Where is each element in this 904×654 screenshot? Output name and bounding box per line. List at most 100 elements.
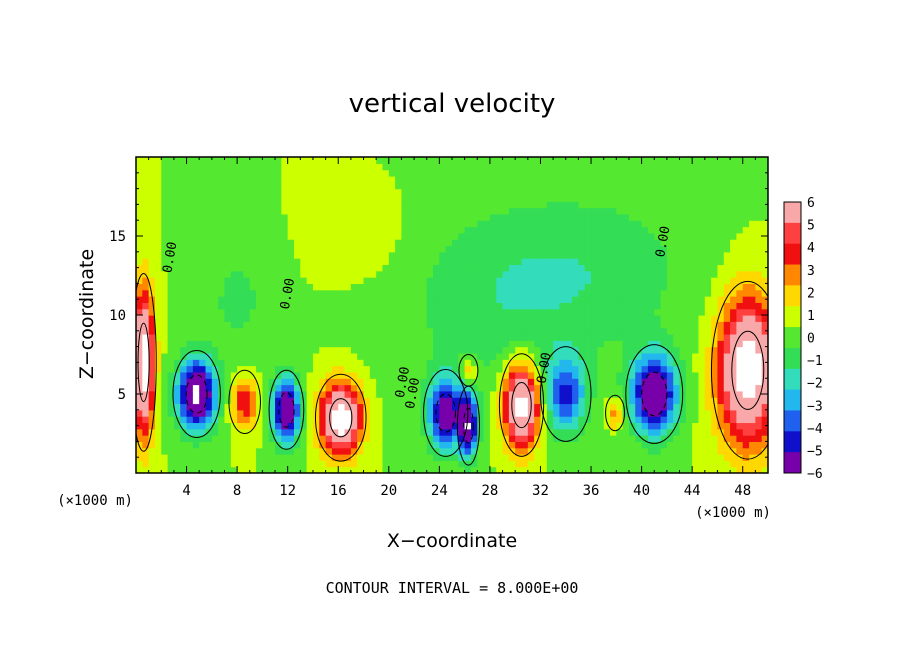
heat-cell: [382, 207, 390, 215]
heat-cell: [483, 175, 491, 183]
heat-cell: [489, 270, 497, 278]
heat-cell: [192, 384, 200, 392]
heat-cell: [654, 201, 662, 209]
heat-cell: [369, 416, 377, 424]
heat-cell: [161, 340, 169, 348]
heat-cell: [256, 201, 263, 209]
heat-cell: [761, 207, 768, 215]
heat-cell: [445, 207, 453, 215]
heat-cell: [167, 296, 175, 303]
heat-cell: [647, 169, 655, 177]
heat-cell: [445, 251, 453, 259]
heat-cell: [395, 365, 403, 373]
heat-cell: [224, 365, 232, 373]
heat-cell: [192, 264, 200, 272]
heat-cell: [641, 359, 649, 367]
heat-cell: [660, 428, 668, 436]
heat-cell: [647, 251, 655, 259]
heat-cell: [591, 308, 598, 316]
heat-cell: [237, 245, 245, 253]
heat-cell: [628, 321, 636, 329]
heat-cell: [610, 365, 617, 373]
heat-cell: [527, 454, 535, 461]
heat-cell: [591, 213, 598, 221]
heat-cell: [445, 239, 453, 247]
heat-cell: [572, 239, 579, 247]
heat-cell: [616, 340, 624, 348]
heat-cell: [673, 175, 681, 183]
heat-cell: [635, 384, 643, 392]
heat-cell: [628, 315, 636, 322]
heat-cell: [654, 270, 662, 278]
heat-cell: [489, 220, 497, 228]
heat-cell: [736, 365, 744, 373]
heat-cell: [230, 397, 238, 405]
heat-cell: [483, 466, 491, 473]
heat-cell: [641, 441, 649, 449]
heat-cell: [622, 207, 630, 215]
heat-cell: [730, 264, 737, 272]
heat-cell: [136, 435, 143, 442]
heat-cell: [666, 416, 674, 424]
heat-cell: [742, 175, 750, 183]
heat-cell: [401, 371, 409, 379]
heat-cell: [742, 289, 750, 297]
heat-cell: [319, 296, 327, 303]
heat-cell: [635, 409, 643, 417]
heat-cell: [527, 264, 535, 272]
heat-cell: [426, 428, 434, 436]
heat-cell: [647, 409, 655, 417]
heat-cell: [603, 175, 611, 183]
heat-cell: [641, 264, 649, 272]
heat-cell: [312, 390, 320, 398]
heat-cell: [635, 333, 643, 341]
heat-cell: [148, 194, 156, 202]
heat-cell: [262, 258, 270, 266]
heat-cell: [433, 163, 440, 171]
heat-cell: [249, 333, 257, 341]
heat-cell: [730, 460, 737, 468]
heat-cell: [401, 397, 409, 405]
heat-cell: [477, 157, 485, 164]
heat-cell: [730, 327, 737, 335]
heat-cell: [186, 251, 194, 259]
heat-cell: [622, 333, 630, 341]
heat-cell: [312, 251, 320, 259]
heat-cell: [470, 213, 478, 221]
heat-cell: [666, 321, 674, 329]
heat-cell: [218, 315, 226, 322]
heat-cell: [641, 390, 649, 398]
heat-cell: [218, 365, 226, 373]
heat-cell: [647, 390, 655, 398]
heat-cell: [344, 277, 352, 284]
heat-cell: [325, 397, 333, 405]
heat-cell: [502, 270, 510, 278]
heat-cell: [173, 232, 181, 240]
heat-cell: [230, 390, 238, 398]
heat-cell: [205, 283, 213, 291]
heat-cell: [338, 188, 346, 196]
heat-cell: [698, 422, 706, 430]
heat-cell: [268, 447, 276, 455]
heat-cell: [660, 226, 668, 234]
heat-cell: [211, 277, 219, 284]
heat-cell: [647, 157, 655, 164]
heat-cell: [534, 466, 542, 473]
heat-cell: [312, 289, 320, 297]
heat-cell: [388, 207, 396, 215]
heat-cell: [685, 321, 693, 329]
heat-cell: [565, 175, 573, 183]
heat-cell: [275, 163, 282, 171]
heat-cell: [148, 365, 156, 373]
heat-cell: [584, 403, 592, 411]
heat-cell: [312, 308, 320, 316]
heat-cell: [199, 409, 207, 417]
heat-cell: [376, 163, 384, 171]
heat-cell: [224, 182, 232, 190]
heat-cell: [376, 416, 384, 424]
heat-cell: [685, 226, 693, 234]
heat-cell: [464, 283, 472, 291]
heat-cell: [635, 175, 643, 183]
heat-cell: [376, 378, 384, 386]
heat-cell: [420, 163, 428, 171]
